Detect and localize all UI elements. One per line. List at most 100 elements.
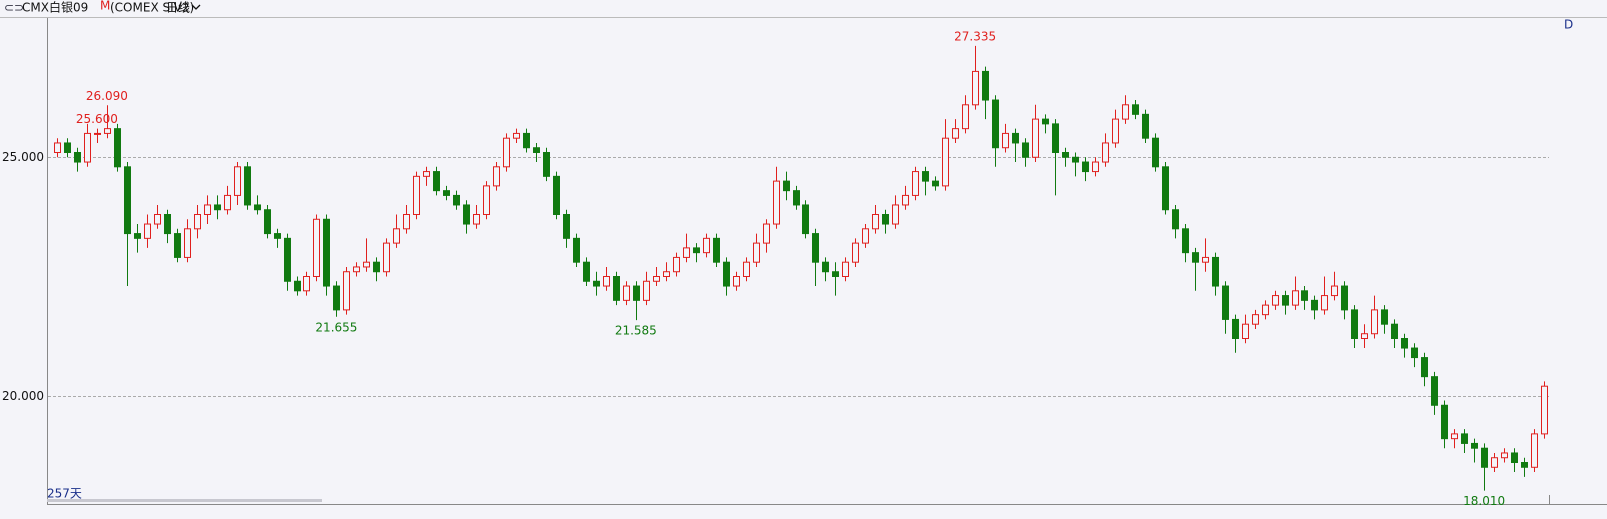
candle-body [234,166,241,196]
candle-body [852,242,859,263]
candle-body [603,276,610,287]
candle-body [274,233,281,239]
candle-body [673,256,680,273]
candle-body [1411,347,1418,359]
candle-body [1112,118,1119,144]
candle-body [1501,452,1508,459]
period-dropdown[interactable] [191,4,201,10]
candle-body [1491,457,1498,468]
candle-body [453,194,460,206]
candle-body [184,228,191,258]
candle-body [1142,113,1149,139]
scrollbar[interactable] [47,499,322,502]
candle-body [433,171,440,192]
link-icon[interactable]: ⊂⊃ [4,1,24,15]
candle-body [1162,166,1169,211]
candle-body [563,213,570,239]
candle-body [1052,123,1059,153]
candle-body [793,190,800,206]
candle-body [1262,304,1269,316]
candle-body [763,223,770,244]
candle-body [1371,309,1378,335]
candle-body [1301,290,1308,301]
candle-body [1431,376,1438,406]
candle-body [703,237,710,254]
extreme-label: 18.010 [1463,494,1505,508]
candle-body [1341,285,1348,311]
candle-body [74,151,81,163]
candle-body [323,218,330,287]
candle-body [284,237,291,282]
candle-body [822,261,829,273]
candle-body [593,280,600,287]
candle-body [543,151,550,177]
y-tick-label: 25.000 [2,150,44,164]
candle-body [1292,290,1299,306]
candle-body [94,132,101,135]
candle-body [463,204,470,225]
candle-body [713,237,720,263]
candle-body [64,142,71,153]
candle-body [1531,433,1538,468]
candle-body [1092,161,1099,173]
candle-body [892,204,899,225]
candle-body [353,266,360,273]
candle-body [1242,323,1249,340]
candle-body [423,171,430,177]
candle-body [1252,314,1259,325]
candle-body [1331,285,1338,297]
candle-body [1421,357,1428,378]
candle-body [443,190,450,196]
candle-body [922,171,929,182]
footer-days: 257天 [47,487,82,501]
candle-body [1311,299,1318,311]
candle-body [194,213,201,230]
candle-body [633,285,640,301]
candle-body [663,271,670,278]
candle-body [503,137,510,168]
candle-body [982,70,989,101]
candle-body [244,166,251,206]
extreme-label: 21.585 [615,324,657,338]
candle-body [1282,295,1289,306]
period[interactable]: 日线 [166,1,190,15]
candle-body [1511,452,1518,464]
candle-body [1381,309,1388,325]
corner-label[interactable]: D [1564,18,1573,32]
candle-body [303,276,310,292]
candle-body [1222,285,1229,320]
candle-body [493,166,500,187]
candle-body [553,175,560,215]
y-tick-label: 20.000 [2,389,44,403]
candle-body [1182,228,1189,254]
candle-body [1232,318,1239,340]
candle-body [942,137,949,187]
candle-body [1002,132,1009,149]
candle-body [902,194,909,206]
candle-body [1102,142,1109,163]
candle-body [992,99,999,149]
extreme-label: 26.090 [86,89,128,103]
candle-body [204,204,211,215]
candle-body [872,213,879,230]
candle-body [1172,209,1179,230]
candle-body [1391,323,1398,340]
candle-body [1202,256,1209,263]
symbol: CMX白银09 [22,0,88,15]
candle-body [533,147,540,153]
candle-body [1032,118,1039,158]
candle-body [373,261,380,273]
candle-body [912,171,919,196]
candle-body [1521,462,1528,468]
candle-body [114,128,121,168]
candle-body [693,247,700,254]
candle-body [802,204,809,235]
candle-body [54,142,61,153]
candle-body [623,285,630,301]
extreme-label: 21.655 [315,320,357,334]
candle-body [842,261,849,278]
candle-body [862,228,869,244]
candle-body [413,175,420,215]
candle-body [174,233,181,258]
